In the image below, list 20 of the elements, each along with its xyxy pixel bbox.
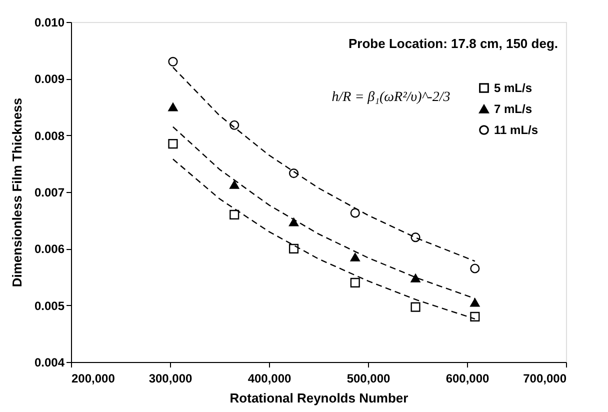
- y-tick-label: 0.004: [34, 356, 65, 370]
- x-tick-label: 200,000: [72, 372, 116, 386]
- legend-label: 11 mL/s: [494, 123, 538, 137]
- x-tick-label: 600,000: [446, 372, 490, 386]
- legend-label: 5 mL/s: [494, 81, 532, 95]
- annotation: h/R = β₁(ωR²/υ)^-2/3: [332, 90, 450, 105]
- y-tick-label: 0.009: [34, 72, 65, 86]
- y-tick-label: 0.007: [34, 186, 65, 200]
- x-tick-label: 500,000: [346, 372, 391, 386]
- y-tick-label: 0.005: [34, 298, 65, 313]
- y-tick-label: 0.010: [34, 16, 65, 30]
- y-tick-label: 0.008: [34, 128, 65, 143]
- y-tick-label: 0.006: [34, 242, 65, 256]
- y-axis-title: Dimensionless Film Thickness: [9, 98, 24, 288]
- legend-label: 7 mL/s: [494, 102, 532, 116]
- annotation: Probe Location: 17.8 cm, 150 deg.: [348, 36, 558, 51]
- x-tick-label: 700,000: [523, 372, 567, 386]
- x-tick-label: 300,000: [148, 372, 193, 386]
- x-tick-label: 400,000: [248, 372, 292, 386]
- x-axis-title: Rotational Reynolds Number: [230, 390, 408, 406]
